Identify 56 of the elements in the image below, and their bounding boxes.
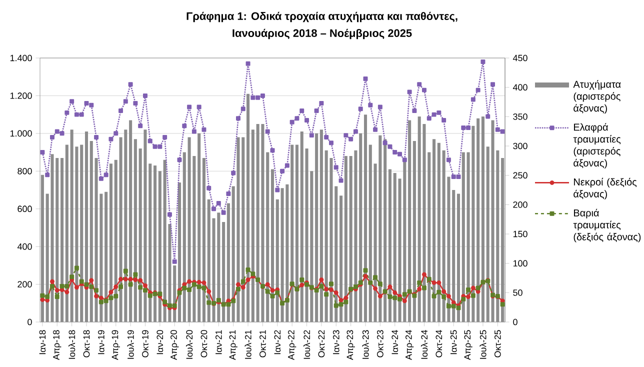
y2-tick-label: 300 bbox=[513, 142, 528, 150]
x-tick-label: Ιουλ-23 bbox=[362, 330, 369, 359]
x-tick-label: Οκτ-19 bbox=[142, 330, 148, 358]
y2-tick-label: 250 bbox=[513, 172, 528, 179]
x-tick-label: Οκτ-20 bbox=[200, 330, 208, 358]
y-tick-label: 200 bbox=[18, 281, 32, 288]
x-tick-label: Απρ-23 bbox=[346, 330, 355, 360]
y2-tick-label: 400 bbox=[512, 84, 528, 91]
x-tick-label: Ιουλ-21 bbox=[244, 330, 252, 359]
y-tick-label: 800 bbox=[18, 168, 32, 174]
y-tick-label: 1.000 bbox=[10, 130, 32, 137]
x-tick-label: Ιαν-24 bbox=[392, 330, 398, 354]
x-tick-label: Ιαν-20 bbox=[156, 330, 164, 354]
x-tick-label: Απρ-18 bbox=[53, 330, 62, 360]
x-tick-label: Οκτ-25 bbox=[494, 330, 501, 358]
legend-label: Ατυχήματα (αριστερός άξονας) bbox=[573, 80, 621, 114]
chart-title: Γράφημα 1: Οδικά τροχαία ατυχήματα και παθόντες, bbox=[186, 12, 458, 22]
x-tick-label: Απρ-24 bbox=[405, 330, 414, 360]
x-tick-label: Οκτ-21 bbox=[260, 330, 266, 358]
y-tick-label: 600 bbox=[18, 206, 32, 212]
x-tick-label: Οκτ-22 bbox=[318, 330, 325, 358]
y2-tick-label: 200 bbox=[513, 201, 528, 208]
x-tick-label: Ιαν-19 bbox=[98, 330, 104, 354]
y-tick-label: 400 bbox=[17, 243, 32, 250]
y2-tick-label: 450 bbox=[512, 54, 528, 62]
y-tick-label: 0 bbox=[28, 318, 32, 326]
x-tick-label: Απρ-20 bbox=[170, 330, 179, 360]
x-tick-label: Ιουλ-18 bbox=[68, 330, 76, 359]
x-tick-label: Ιουλ-20 bbox=[186, 330, 193, 359]
y2-tick-label: 150 bbox=[513, 230, 528, 238]
y2-tick-label: 100 bbox=[513, 260, 528, 267]
chart-subtitle: Ιανουάριος 2018 – Νοέμβριος 2025 bbox=[232, 28, 412, 40]
x-tick-label: Ιαν-21 bbox=[215, 330, 222, 354]
x-tick-label: Οκτ-23 bbox=[377, 330, 384, 358]
legend-label: Ελαφρά τραυματίες (αριστερός άξονας) bbox=[573, 123, 621, 169]
x-tick-label: Ιουλ-22 bbox=[303, 330, 310, 359]
y2-tick-label: 0 bbox=[513, 318, 518, 326]
x-tick-label: Ιαν-18 bbox=[39, 330, 46, 354]
legend-label: Βαριά τραυματίες (δεξιός άξονας) bbox=[573, 208, 641, 242]
x-tick-label: Ιαν-25 bbox=[450, 330, 457, 354]
y2-tick-label: 350 bbox=[513, 113, 528, 120]
x-tick-label: Οκτ-24 bbox=[436, 330, 442, 358]
x-tick-label: Απρ-25 bbox=[464, 330, 472, 360]
x-tick-label: Απρ-22 bbox=[288, 330, 296, 360]
y-tick-label: 1.200 bbox=[10, 92, 32, 99]
x-tick-label: Ιουλ-25 bbox=[480, 330, 486, 359]
y-tick-label: 1.400 bbox=[10, 54, 32, 62]
x-tick-label: Οκτ-18 bbox=[83, 330, 90, 358]
x-tick-label: Ιαν-23 bbox=[332, 330, 340, 354]
legend-label: Νεκροί (δεξιός άξονας) bbox=[574, 178, 637, 200]
y2-tick-label: 50 bbox=[513, 289, 522, 296]
x-tick-label: Απρ-21 bbox=[229, 330, 238, 360]
x-tick-label: Ιουλ-24 bbox=[420, 330, 428, 359]
x-tick-label: Απρ-19 bbox=[112, 330, 120, 360]
x-tick-label: Ιουλ-19 bbox=[127, 330, 134, 359]
x-tick-label: Ιαν-22 bbox=[274, 330, 281, 354]
